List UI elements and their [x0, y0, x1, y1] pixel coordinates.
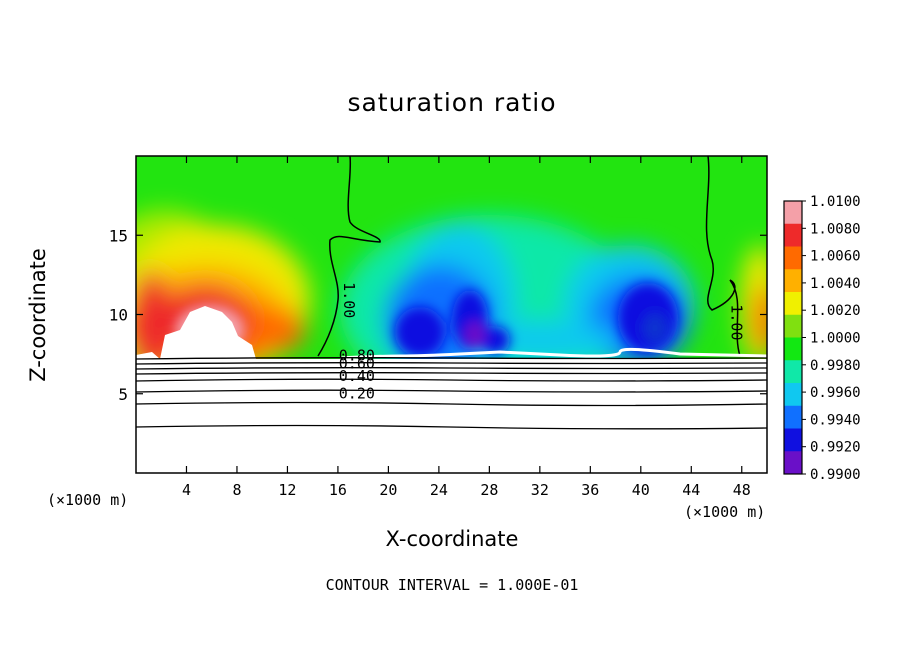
x-unit-label-left: (×1000 m)	[47, 491, 129, 509]
y-axis: 5 10 15	[109, 226, 767, 404]
x-tick-label: 4	[182, 481, 191, 499]
contour-interval-note: CONTOUR INTERVAL = 1.000E-01	[325, 576, 579, 594]
colorbar-tick-label: 1.0040	[810, 276, 861, 292]
x-tick-label: 48	[733, 481, 751, 499]
contour-label: 1.00	[728, 304, 746, 340]
x-axis-label: X-coordinate	[385, 527, 519, 551]
colorbar-swatch	[784, 383, 802, 407]
x-tick-label: 36	[581, 481, 599, 499]
colorbar-swatch	[784, 337, 802, 361]
colorbar-swatch	[784, 201, 802, 225]
x-tick-label: 20	[379, 481, 397, 499]
x-tick-label: 8	[232, 481, 241, 499]
colorbar-tick-label: 0.9940	[810, 412, 861, 428]
contour-label: 0.40	[339, 367, 375, 385]
colorbar-tick-label: 1.0000	[810, 331, 861, 347]
contour-label: 0.80	[339, 346, 375, 364]
colorbar-swatch	[784, 360, 802, 384]
contour-label: 0.60	[339, 354, 375, 372]
colorbar-swatch	[784, 314, 802, 338]
colorbar-tick-label: 0.9920	[810, 440, 861, 456]
colorbar-swatch	[784, 405, 802, 429]
colorbar-tick-label: 1.0080	[810, 221, 861, 237]
contour-labels: 1.00 1.00 0.800.600.400.20	[339, 282, 746, 402]
x-unit-label-right: (×1000 m)	[684, 503, 766, 521]
colorbar-tick-label: 1.0020	[810, 303, 861, 319]
x-tick-label: 44	[682, 481, 700, 499]
contour-lines-lower	[136, 357, 767, 430]
y-tick-label: 15	[109, 226, 128, 245]
y-tick-label: 5	[118, 385, 128, 404]
colorbar: 1.0100 1.0080 1.0060 1.0040 1.0020 1.0000 0.99…	[783, 194, 861, 483]
contour-label: 0.20	[339, 385, 375, 403]
saturation-field	[136, 156, 767, 359]
x-tick-label: 32	[531, 481, 549, 499]
x-tick-label: 12	[278, 481, 296, 499]
chart-title: saturation ratio	[347, 88, 557, 117]
x-axis: 4 8 12 16 20 24 28 32 36 40 44 48	[182, 156, 751, 499]
colorbar-swatch	[784, 269, 802, 293]
colorbar-swatch	[784, 246, 802, 270]
x-tick-label: 28	[480, 481, 498, 499]
colorbar-tick-label: 1.0060	[810, 249, 861, 265]
colorbar-swatch	[784, 428, 802, 452]
colorbar-swatch	[784, 292, 802, 316]
colorbar-tick-label: 1.0100	[810, 194, 861, 210]
y-tick-label: 10	[109, 306, 128, 325]
y-axis-label: Z-coordinate	[26, 248, 50, 382]
colorbar-swatch	[784, 223, 802, 247]
colorbar-swatch	[784, 451, 802, 475]
contour-label: 1.00	[340, 282, 358, 318]
colorbar-tick-label: 0.9900	[810, 467, 861, 483]
colorbar-tick-label: 0.9980	[810, 358, 861, 374]
x-tick-label: 16	[329, 481, 347, 499]
x-tick-label: 40	[632, 481, 650, 499]
colorbar-tick-label: 0.9960	[810, 385, 861, 401]
x-tick-label: 24	[430, 481, 448, 499]
